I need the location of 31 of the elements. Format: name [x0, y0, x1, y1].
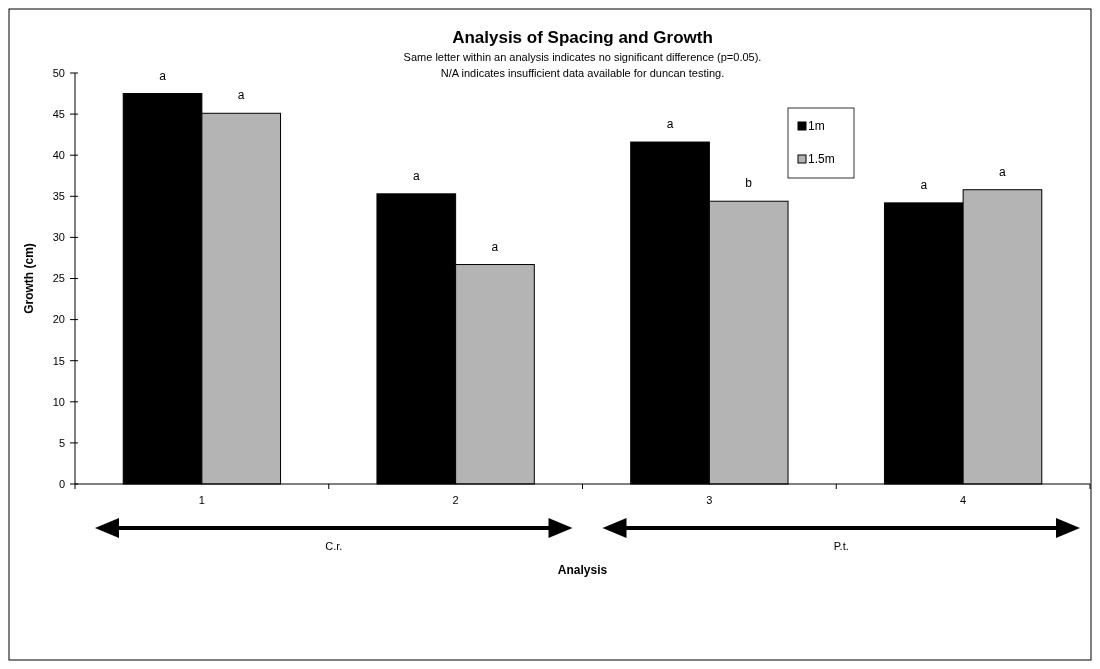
y-tick-label: 0 — [58, 477, 65, 490]
data-label: a — [159, 68, 167, 83]
y-tick-label: 5 — [58, 436, 65, 449]
y-tick-label: 40 — [52, 149, 65, 162]
x-tick-label: 2 — [452, 494, 459, 506]
data-label: a — [920, 177, 928, 192]
y-tick-label: 25 — [52, 272, 65, 285]
x-tick-label: 4 — [960, 494, 967, 506]
chart-title: Analysis of Spacing and Growth — [452, 28, 713, 47]
data-label: a — [237, 88, 245, 103]
y-axis-title: Growth (cm) — [22, 243, 36, 314]
y-tick-label: 10 — [52, 395, 65, 408]
text: C.r. — [325, 540, 343, 552]
data-label: a — [666, 117, 674, 132]
y-tick-label: 45 — [52, 107, 65, 120]
x-axis-title: Analysis — [557, 563, 608, 577]
data-label: b — [745, 176, 753, 191]
legend-label: 1.5m — [808, 152, 835, 166]
data-label: a — [412, 168, 420, 183]
x-tick-label: 3 — [706, 494, 713, 506]
y-tick-label: 30 — [52, 231, 65, 244]
chart-subtitle: Same letter within an analysis indicates no significant difference (p=0.05). N/A indicates insufficient data available for duncan testing. — [403, 51, 762, 79]
legend-label: 1m — [808, 119, 825, 133]
x-tick-label: 1 — [198, 494, 205, 506]
y-tick-label: 15 — [52, 354, 65, 367]
y-tick-label: 20 — [52, 313, 65, 326]
data-label: a — [491, 239, 499, 254]
text: P.t. — [833, 540, 849, 552]
y-tick-label: 50 — [52, 66, 65, 79]
data-label: a — [999, 164, 1007, 179]
y-tick-label: 35 — [52, 190, 65, 203]
